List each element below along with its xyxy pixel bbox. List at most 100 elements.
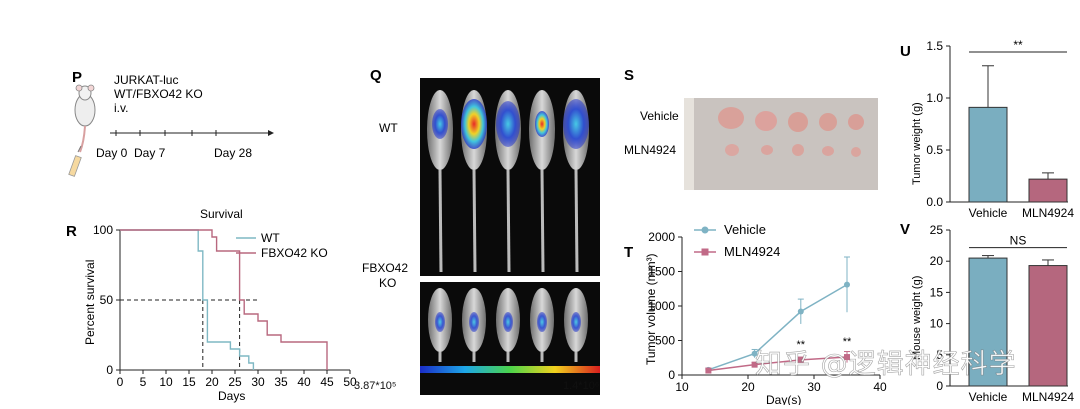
significance-mark: **: [843, 336, 852, 348]
color-scale-bar: [420, 366, 600, 373]
panel-q: Q WT FBXO42 KO: [354, 60, 615, 400]
x-tick-label: MLN4924: [1022, 206, 1074, 220]
y-tick-label: 0.5: [926, 143, 943, 157]
x-tick-label: Vehicle: [969, 390, 1008, 404]
mouse-icon: [74, 84, 96, 153]
ruler: [684, 98, 694, 190]
data-point: [797, 308, 804, 315]
ko-signal: [469, 312, 479, 332]
legend-label: WT: [261, 231, 280, 245]
y-tick-label: 15: [930, 285, 944, 299]
ko-row-label-2: KO: [379, 276, 396, 290]
panel-v-label: V: [900, 221, 910, 238]
y-tick-label: 0: [106, 363, 113, 377]
y-axis-label: Tumor weight (g): [911, 102, 923, 185]
x-axis-label: Days: [218, 389, 245, 403]
x-tick-label: 20: [741, 380, 755, 394]
tumor-volume-chart: T Tumor volume (mm³) Day(s) 10 20 30 40 0 500…: [624, 222, 887, 405]
y-tick-label: 25: [930, 223, 944, 237]
wt-signal: [535, 111, 549, 137]
legend-label: MLN4924: [724, 244, 780, 259]
chart-title: Survival: [200, 207, 243, 221]
ko-signal: [503, 312, 513, 332]
y-axis-label: Mouse weight (g): [911, 276, 923, 360]
data-point: [705, 367, 712, 374]
y-tick-label: 1000: [648, 299, 675, 313]
genotype-text: WT/FBXO42 KO: [114, 87, 203, 101]
panel-t-label: T: [624, 244, 633, 261]
x-tick-label: 20: [205, 375, 219, 389]
y-tick-label: 1500: [648, 265, 675, 279]
panel-s-label: S: [624, 67, 634, 84]
x-axis-label: Day(s): [766, 393, 801, 405]
wt-signal: [563, 99, 589, 149]
x-tick-label: 25: [228, 375, 242, 389]
significance-mark: **: [797, 339, 806, 351]
y-axis-label: Percent survival: [83, 260, 97, 345]
y-tick-label: 100: [93, 223, 113, 237]
x-tick-label: 0: [117, 375, 124, 389]
wt-signal: [432, 109, 448, 139]
mln-row-label: MLN4924: [624, 143, 676, 157]
x-tick-label: 30: [251, 375, 265, 389]
wt-mouse-tail: [506, 169, 511, 273]
panel-s: S Vehicle MLN4924: [624, 67, 878, 190]
x-tick-label: Vehicle: [969, 206, 1008, 220]
vehicle-tumors: [718, 107, 864, 132]
y-tick-label: 0: [936, 379, 943, 393]
wt-mouse-tail: [472, 169, 477, 273]
significance-label: **: [1013, 38, 1023, 52]
series-line-0: [708, 283, 848, 371]
y-tick-label: 2000: [648, 230, 675, 244]
wt-row-label: WT: [379, 121, 398, 135]
data-point: [844, 354, 850, 361]
y-tick-label: 0: [668, 368, 675, 382]
day7-label: Day 7: [134, 146, 166, 160]
panel-p-label: P: [72, 69, 82, 86]
bar-vehicle: [968, 106, 1008, 203]
bar-mln4924: [1028, 265, 1068, 387]
legend-marker: [701, 226, 709, 234]
legend-marker: [701, 248, 709, 256]
y-tick-label: 1.0: [926, 91, 943, 105]
wt-signal: [461, 99, 487, 149]
x-tick-label: 10: [675, 380, 689, 394]
ko-row-label-1: FBXO42: [362, 261, 408, 275]
ko-signal: [571, 312, 581, 332]
series-line-1: [708, 356, 848, 372]
data-point: [751, 361, 758, 368]
ko-signal: [537, 312, 547, 332]
bar-mln4924: [1028, 178, 1068, 203]
y-tick-label: 5: [936, 348, 943, 362]
wt-mouse-tail: [574, 169, 579, 273]
y-tick-label: 50: [100, 293, 114, 307]
y-tick-label: 0.0: [926, 195, 943, 209]
day0-label: Day 0: [96, 146, 128, 160]
survival-chart: R Survival Percent survival Days 0 5 10 15 2…: [66, 207, 357, 403]
data-point: [797, 356, 804, 363]
significance-label: NS: [1010, 234, 1027, 248]
wt-mouse-tail: [438, 169, 443, 273]
x-tick-label: 30: [807, 380, 821, 394]
tumor-weight-chart: U Tumor weight (g) 0.0 0.5 1.0 1.5 Vehicle ML…: [900, 38, 1074, 220]
panel-p: P JURKAT-luc WT/FBXO42 KO i.v. Day 0 Day…: [68, 69, 274, 177]
cell-line-text: JURKAT-luc: [114, 73, 178, 87]
y-tick-label: 1.5: [926, 39, 943, 53]
x-tick-label: MLN4924: [1022, 390, 1074, 404]
tumor-photo: [684, 98, 878, 190]
y-tick-label: 500: [655, 334, 675, 348]
x-tick-label: 40: [873, 380, 887, 394]
x-tick-label: 15: [182, 375, 196, 389]
y-tick-label: 20: [930, 254, 944, 268]
mln-tumors: [725, 144, 861, 157]
day28-label: Day 28: [214, 146, 252, 160]
x-tick-label: 5: [140, 375, 147, 389]
x-tick-label: 50: [343, 375, 357, 389]
data-point: [751, 350, 758, 357]
bar-vehicle: [968, 257, 1008, 387]
panel-u-label: U: [900, 43, 911, 60]
legend-label: Vehicle: [724, 222, 766, 237]
route-text: i.v.: [114, 101, 128, 115]
y-axis-label: Tumor volume (mm³): [644, 253, 658, 365]
watermark: 知乎 @逻辑神经科学: [755, 349, 1017, 381]
